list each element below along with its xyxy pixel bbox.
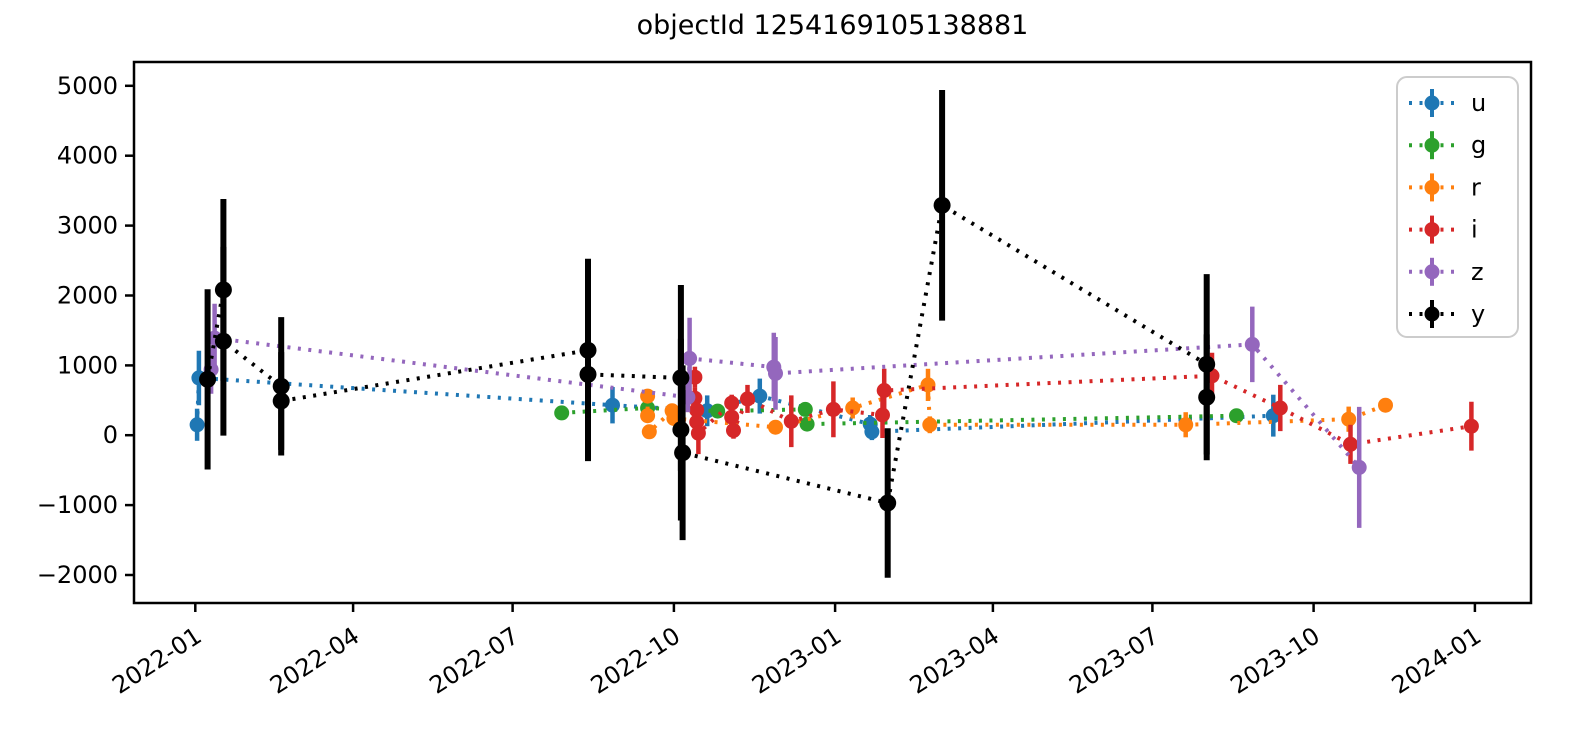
series-i-marker xyxy=(825,401,841,417)
series-i-marker xyxy=(1463,418,1479,434)
series-g-marker xyxy=(710,403,726,419)
series-r-marker xyxy=(1178,417,1194,433)
series-z-marker xyxy=(1351,459,1367,475)
series-u-marker xyxy=(605,397,620,413)
legend-label-u: u xyxy=(1471,89,1486,117)
series-r-marker xyxy=(641,424,657,440)
series-r-marker xyxy=(845,400,861,416)
series-r-marker xyxy=(922,417,938,433)
series-y-marker xyxy=(214,281,232,299)
series-y-marker xyxy=(672,369,690,387)
chart-title: objectId 1254169105138881 xyxy=(636,10,1029,41)
series-y-marker xyxy=(672,421,690,439)
series-r-marker xyxy=(1341,411,1357,427)
series-i-marker xyxy=(726,422,741,438)
legend-label-i: i xyxy=(1471,216,1478,244)
series-y-marker xyxy=(1198,388,1216,406)
series-y-marker xyxy=(579,341,597,359)
legend-label-y: y xyxy=(1471,300,1485,328)
series-g-marker xyxy=(554,405,570,421)
legend-label-r: r xyxy=(1471,173,1481,201)
series-u-marker xyxy=(752,388,768,404)
y-tick-label: 4000 xyxy=(57,142,118,170)
series-z-marker xyxy=(768,365,783,381)
y-tick-label: 0 xyxy=(103,421,118,449)
legend-label-g: g xyxy=(1471,131,1486,159)
legend-marker-i xyxy=(1424,222,1440,238)
series-i-marker xyxy=(1343,436,1358,452)
series-g-marker xyxy=(797,401,813,417)
y-tick-label: 5000 xyxy=(57,72,118,100)
y-tick-label: −2000 xyxy=(37,561,118,589)
series-y-marker xyxy=(199,370,217,388)
series-u-marker xyxy=(189,417,205,433)
series-y-marker xyxy=(272,377,290,395)
legend-marker-g xyxy=(1424,137,1440,153)
series-y-line xyxy=(205,202,1209,506)
y-tick-label: 1000 xyxy=(57,351,118,379)
series-y-marker xyxy=(214,332,232,350)
series-g-marker xyxy=(1229,408,1244,424)
series-u-marker xyxy=(864,424,880,440)
series-z xyxy=(203,303,1367,528)
series-y-marker xyxy=(579,365,597,383)
series-i-marker xyxy=(724,409,740,425)
y-tick-label: −1000 xyxy=(37,491,118,519)
legend-marker-r xyxy=(1424,179,1440,195)
series-r-marker xyxy=(768,419,783,435)
series-r-marker xyxy=(1378,397,1393,413)
series-g xyxy=(554,400,1244,432)
series-i-marker xyxy=(783,413,799,429)
series-i-marker xyxy=(689,414,705,430)
legend-marker-y xyxy=(1424,306,1440,322)
series-y-marker xyxy=(879,494,897,512)
series-i-marker xyxy=(724,395,740,411)
series-y-marker xyxy=(1198,355,1216,373)
y-tick-label: 2000 xyxy=(57,282,118,310)
series-i-marker xyxy=(876,383,892,398)
legend-label-z: z xyxy=(1471,258,1484,286)
series-y xyxy=(199,90,1216,578)
legend-marker-u xyxy=(1424,95,1440,111)
series-i-marker xyxy=(689,402,705,418)
series-r-marker xyxy=(640,408,656,424)
series-i-marker xyxy=(740,391,755,407)
series-i-marker xyxy=(875,407,890,423)
series-i-marker xyxy=(690,425,706,441)
legend-box xyxy=(1396,76,1519,338)
series-z-marker xyxy=(1244,336,1260,352)
series-z-marker xyxy=(682,350,698,366)
legend-marker-z xyxy=(1424,264,1440,280)
series-g-line xyxy=(561,405,1237,427)
series-i-line xyxy=(692,373,1472,447)
series-z-line xyxy=(209,335,1361,469)
series-i-marker xyxy=(1272,400,1288,416)
y-tick-label: 3000 xyxy=(57,212,118,240)
series-y-marker xyxy=(674,444,692,462)
series-u-line xyxy=(195,375,1274,434)
series-y-marker xyxy=(933,196,951,214)
series-r xyxy=(640,368,1393,440)
axes-box xyxy=(132,60,1533,605)
series-y-marker xyxy=(272,392,290,410)
series-i xyxy=(687,352,1479,464)
